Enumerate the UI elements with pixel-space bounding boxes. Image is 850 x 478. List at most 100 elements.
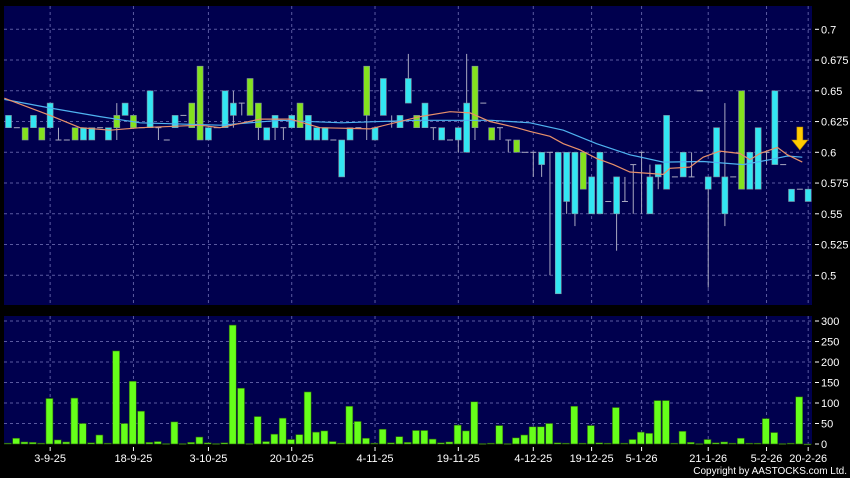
candle-body bbox=[704, 176, 712, 190]
volume-bar bbox=[712, 442, 720, 445]
volume-bar bbox=[112, 350, 120, 445]
candle bbox=[588, 176, 595, 215]
price-tick-label: 0.65 bbox=[821, 86, 842, 98]
candle-body bbox=[313, 127, 321, 141]
candle bbox=[471, 65, 479, 140]
price-tick-label: 0.7 bbox=[821, 24, 836, 36]
volume-bar bbox=[237, 387, 245, 445]
candle bbox=[538, 152, 545, 177]
candle-body bbox=[413, 115, 420, 129]
candle bbox=[280, 127, 287, 140]
volume-bar bbox=[37, 442, 45, 445]
candle-body bbox=[305, 115, 312, 141]
volume-bar bbox=[395, 436, 404, 445]
volume-bar bbox=[462, 430, 470, 445]
candle-body bbox=[321, 127, 329, 141]
candle bbox=[571, 152, 579, 227]
volume-bar bbox=[528, 426, 537, 445]
volume-bar bbox=[178, 443, 187, 445]
volume-bar bbox=[4, 442, 12, 445]
ma-long-line bbox=[4, 98, 803, 166]
candle bbox=[804, 188, 812, 202]
price-tick-label: 0.55 bbox=[821, 209, 842, 221]
volume-axis: 300 250 200 150 100 50 0 bbox=[815, 316, 839, 451]
candle bbox=[121, 102, 129, 116]
candle bbox=[430, 127, 437, 140]
candle bbox=[721, 103, 729, 227]
volume-bar bbox=[412, 430, 420, 445]
candle bbox=[363, 65, 370, 140]
candle-body bbox=[288, 115, 296, 129]
candle-body bbox=[738, 90, 745, 190]
candle bbox=[613, 176, 620, 251]
volume-bar bbox=[670, 442, 679, 445]
down-arrow-shape bbox=[791, 126, 809, 151]
volume-bar bbox=[337, 442, 345, 445]
moving-averages bbox=[4, 97, 803, 176]
candle-body bbox=[654, 164, 662, 178]
candle bbox=[171, 115, 179, 129]
candle-body bbox=[296, 102, 304, 128]
candle bbox=[263, 127, 271, 141]
volume-bar bbox=[28, 442, 37, 445]
volume-bar bbox=[745, 442, 753, 445]
candle bbox=[113, 103, 121, 140]
volume-bar bbox=[795, 396, 803, 445]
candle bbox=[205, 127, 212, 141]
candle bbox=[654, 164, 662, 190]
volume-bar bbox=[220, 442, 229, 445]
volume-bar bbox=[695, 443, 703, 445]
date-tick-label: 3-9-25 bbox=[34, 453, 66, 465]
volume-bar bbox=[628, 439, 637, 445]
volume-bar bbox=[737, 437, 745, 445]
candle bbox=[438, 127, 445, 141]
candle bbox=[554, 152, 562, 295]
date-tick-label: 20-10-25 bbox=[270, 453, 314, 465]
volume-bar bbox=[595, 442, 604, 445]
volume-bar bbox=[503, 443, 512, 445]
volume-bar bbox=[312, 431, 320, 445]
price-tick-label: 0.575 bbox=[821, 178, 849, 190]
candle-body bbox=[488, 127, 495, 141]
candle-body bbox=[596, 152, 604, 215]
candle-body bbox=[746, 152, 754, 190]
volume-bar bbox=[195, 436, 204, 445]
candle-body bbox=[371, 127, 379, 141]
candle-body bbox=[80, 127, 87, 141]
volume-bar bbox=[278, 417, 287, 445]
candle bbox=[405, 53, 412, 104]
volume-bar bbox=[320, 430, 329, 445]
date-tick-label: 18-9-25 bbox=[114, 453, 152, 465]
candle-body bbox=[579, 152, 587, 190]
candle bbox=[188, 102, 196, 128]
price-tick-label: 0.525 bbox=[821, 240, 849, 252]
candle bbox=[346, 127, 354, 141]
candle-body bbox=[5, 115, 12, 129]
volume-bar bbox=[770, 432, 778, 445]
volume-bar bbox=[137, 410, 145, 445]
volume-bar bbox=[620, 442, 629, 445]
volume-tick-label: 200 bbox=[821, 357, 839, 369]
volume-bar bbox=[637, 431, 645, 445]
volume-bar bbox=[228, 324, 237, 445]
date-tick-label: 19-12-25 bbox=[570, 453, 614, 465]
volume-bar bbox=[245, 443, 254, 445]
volume-bar bbox=[187, 442, 195, 445]
candle-body bbox=[804, 188, 812, 202]
candle bbox=[105, 127, 112, 141]
candle-body bbox=[571, 152, 579, 215]
volume-tick-label: 100 bbox=[821, 398, 839, 410]
volume-bar bbox=[603, 442, 612, 445]
candle-body bbox=[263, 127, 271, 141]
volume-bar bbox=[470, 401, 479, 445]
candle-body bbox=[538, 152, 545, 165]
candle-body bbox=[105, 127, 112, 141]
volume-bar bbox=[87, 442, 95, 445]
candle-body bbox=[196, 65, 204, 141]
volume-bar bbox=[370, 442, 379, 445]
candle-body bbox=[71, 127, 79, 141]
candle bbox=[305, 115, 312, 141]
price-panel bbox=[4, 6, 812, 305]
volume-bar bbox=[612, 407, 620, 445]
